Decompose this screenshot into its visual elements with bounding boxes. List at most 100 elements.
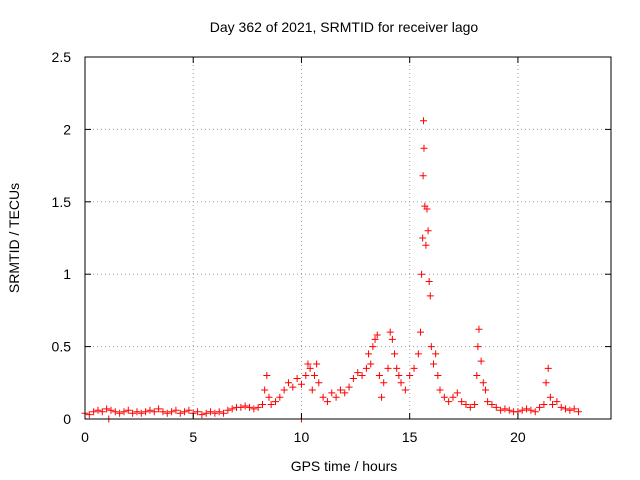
data-point xyxy=(481,386,489,394)
data-point xyxy=(224,406,232,414)
data-point xyxy=(386,328,394,336)
data-point xyxy=(497,406,505,414)
data-point xyxy=(250,405,258,413)
data-point xyxy=(395,372,403,380)
data-point xyxy=(211,409,219,417)
data-point xyxy=(417,328,425,336)
data-point xyxy=(254,403,262,411)
data-point xyxy=(185,406,193,414)
data-point xyxy=(207,408,215,416)
data-point xyxy=(107,406,115,414)
data-point xyxy=(241,402,249,410)
data-point xyxy=(220,409,228,417)
data-point xyxy=(323,398,331,406)
data-point xyxy=(458,398,466,406)
data-point xyxy=(388,335,396,343)
data-point xyxy=(358,372,366,380)
data-point xyxy=(124,406,132,414)
data-point xyxy=(422,241,430,249)
data-point xyxy=(549,401,557,409)
data-point xyxy=(258,401,266,409)
data-point xyxy=(176,409,184,417)
data-point xyxy=(362,364,370,372)
data-point xyxy=(367,360,375,368)
x-tick-label: 5 xyxy=(189,429,197,445)
data-point xyxy=(297,380,305,388)
data-point xyxy=(557,403,565,411)
data-point xyxy=(434,372,442,380)
data-point xyxy=(293,374,301,382)
data-point xyxy=(462,401,470,409)
data-point xyxy=(202,409,210,417)
data-point xyxy=(265,393,273,401)
data-point xyxy=(341,389,349,397)
data-point xyxy=(133,408,141,416)
data-point xyxy=(523,405,531,413)
data-point xyxy=(475,325,483,333)
data-point xyxy=(477,357,485,365)
data-point xyxy=(425,277,433,285)
data-point xyxy=(336,386,344,394)
data-point xyxy=(332,393,340,401)
data-point xyxy=(137,409,145,417)
data-point xyxy=(540,401,548,409)
data-point xyxy=(384,364,392,372)
y-tick-label: 1 xyxy=(63,266,71,282)
data-point xyxy=(284,379,292,387)
data-point xyxy=(445,398,453,406)
data-point xyxy=(310,372,318,380)
data-point xyxy=(306,364,314,372)
data-point xyxy=(90,408,98,416)
data-point xyxy=(488,401,496,409)
data-point xyxy=(479,379,487,387)
data-point xyxy=(473,372,481,380)
data-point xyxy=(375,372,383,380)
data-point xyxy=(155,405,163,413)
data-point xyxy=(575,408,583,416)
data-point xyxy=(129,409,137,417)
data-point xyxy=(424,227,432,235)
data-point xyxy=(142,408,150,416)
data-point xyxy=(373,331,381,339)
data-point xyxy=(246,403,254,411)
data-point xyxy=(315,379,323,387)
data-point xyxy=(393,364,401,372)
data-point xyxy=(354,369,362,377)
chart-title: Day 362 of 2021, SRMTID for receiver lag… xyxy=(210,19,479,35)
data-point xyxy=(453,389,461,397)
data-point xyxy=(419,234,427,242)
data-point xyxy=(94,406,102,414)
data-point xyxy=(289,383,297,391)
data-point xyxy=(328,389,336,397)
data-point xyxy=(215,408,223,416)
data-point xyxy=(466,403,474,411)
data-points xyxy=(81,117,583,423)
data-point xyxy=(536,403,544,411)
data-point xyxy=(423,205,431,213)
data-point xyxy=(436,386,444,394)
y-tick-label: 0 xyxy=(63,411,71,427)
x-axis-label: GPS time / hours xyxy=(291,458,398,474)
grid-lines xyxy=(85,57,611,419)
data-point xyxy=(553,398,561,406)
data-point xyxy=(369,343,377,351)
x-tick-label: 0 xyxy=(81,429,89,445)
y-tick-label: 0.5 xyxy=(52,339,72,355)
x-tick-label: 10 xyxy=(294,429,310,445)
data-point xyxy=(271,398,279,406)
data-point xyxy=(98,408,106,416)
data-point xyxy=(501,405,509,413)
data-point xyxy=(426,292,434,300)
data-point xyxy=(397,379,405,387)
data-point xyxy=(103,405,111,413)
data-point xyxy=(410,364,418,372)
data-point xyxy=(427,343,435,351)
data-point xyxy=(172,406,180,414)
data-point xyxy=(527,406,535,414)
data-point xyxy=(116,409,124,417)
data-point xyxy=(570,405,578,413)
data-point xyxy=(471,401,479,409)
data-point xyxy=(430,360,438,368)
data-point xyxy=(484,398,492,406)
